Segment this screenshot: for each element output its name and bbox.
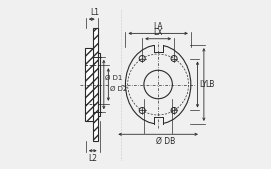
Bar — [85, 48, 93, 121]
Text: L2: L2 — [88, 154, 97, 163]
Text: LY: LY — [199, 80, 207, 89]
Text: Ø DB: Ø DB — [156, 137, 175, 146]
Bar — [98, 53, 100, 116]
Text: LA: LA — [153, 22, 163, 31]
Bar — [93, 28, 98, 141]
Text: Ø D1: Ø D1 — [105, 75, 122, 81]
Text: Ø D2: Ø D2 — [110, 86, 127, 92]
Bar — [153, 117, 163, 126]
Text: L1: L1 — [91, 8, 99, 17]
Bar — [153, 43, 163, 52]
Text: LX: LX — [153, 28, 163, 37]
Text: LB: LB — [206, 80, 215, 89]
